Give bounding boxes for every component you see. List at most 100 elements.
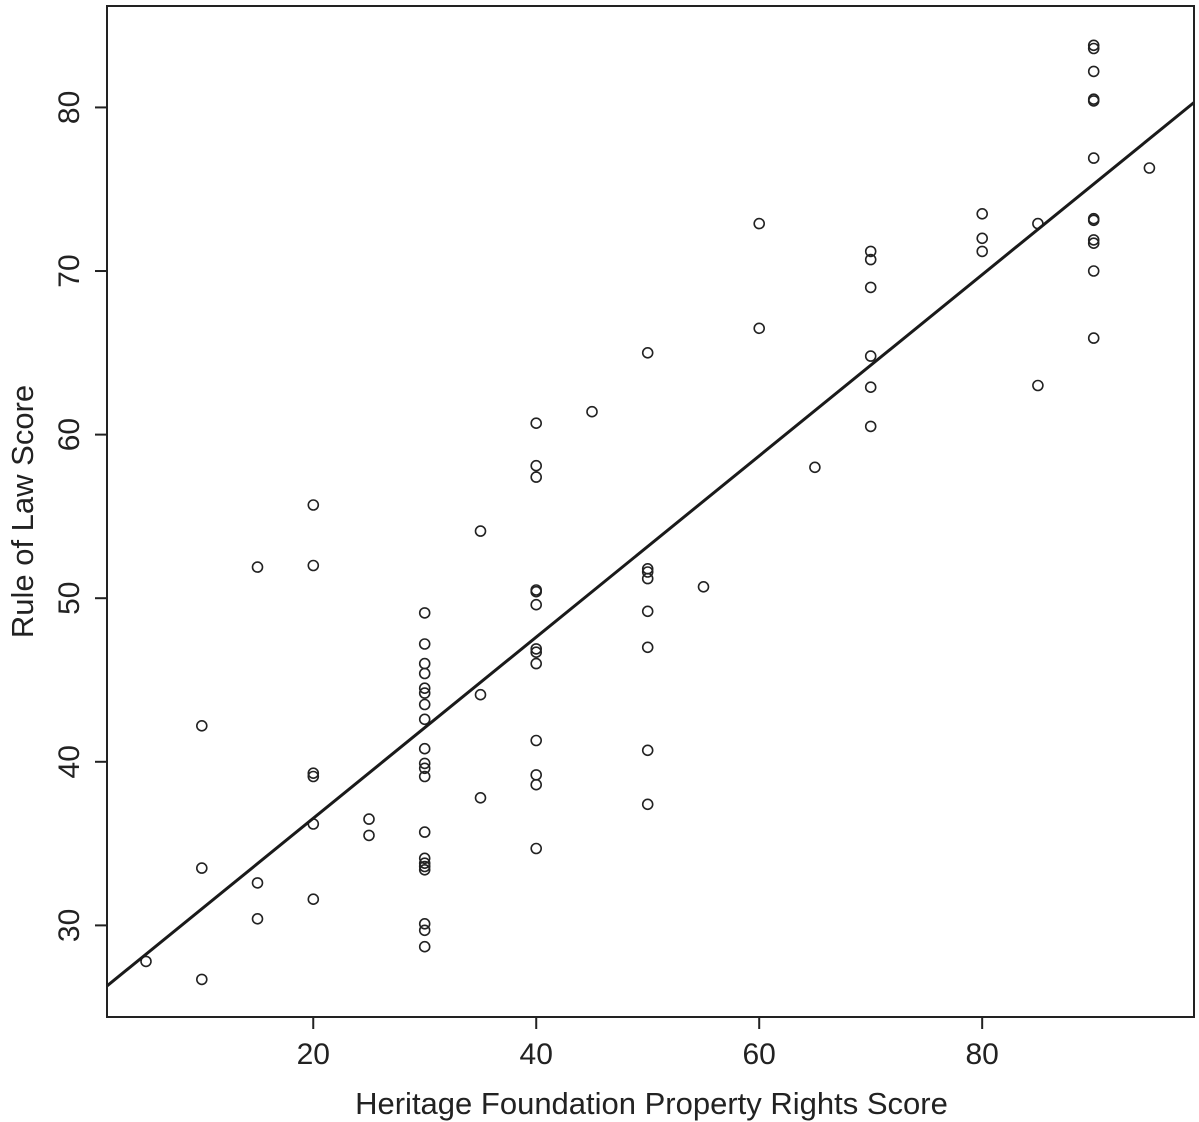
y-tick-label-80: 80 [53, 91, 86, 124]
data-point-13 [363, 829, 375, 842]
y-tick-label-50: 50 [53, 582, 86, 615]
data-point-77 [1087, 237, 1100, 249]
data-point-71 [976, 232, 989, 245]
regression-line [106, 101, 1195, 988]
data-point-52 [641, 798, 654, 811]
data-point-42 [530, 657, 543, 670]
y-tick-label-30: 30 [53, 909, 86, 942]
data-point-34 [418, 607, 431, 619]
data-point-69 [864, 245, 877, 258]
data-point-11 [307, 559, 320, 572]
data-point-7 [307, 893, 320, 906]
plot-frame [106, 5, 1195, 1018]
data-point-29 [418, 687, 431, 699]
x-axis: 20 40 60 80 [297, 1017, 999, 1071]
data-point-16 [418, 924, 431, 937]
data-point-25 [418, 757, 431, 770]
data-point-62 [753, 217, 766, 230]
data-point-84 [1087, 65, 1100, 78]
y-tick-label-70: 70 [53, 254, 86, 287]
data-point-19 [418, 860, 431, 873]
data-point-28 [418, 698, 431, 711]
data-point-78 [1087, 234, 1100, 246]
data-point-60 [697, 580, 710, 593]
data-point-40 [530, 769, 543, 781]
data-point-37 [474, 525, 487, 537]
data-point-21 [418, 852, 431, 865]
y-tick-label-40: 40 [53, 745, 86, 778]
data-point-57 [641, 566, 654, 578]
data-point-68 [864, 253, 877, 266]
data-point-24 [418, 762, 431, 775]
data-point-6 [251, 561, 264, 573]
data-point-59 [641, 346, 654, 359]
data-point-44 [530, 643, 543, 655]
y-axis: 30 40 50 60 70 80 [53, 91, 107, 942]
data-point-32 [418, 657, 431, 670]
data-point-41 [530, 734, 543, 747]
data-point-17 [418, 917, 431, 930]
data-point-50 [530, 417, 543, 430]
data-point-14 [363, 813, 375, 825]
data-point-67 [864, 281, 877, 294]
data-point-80 [1087, 212, 1100, 225]
data-point-43 [530, 646, 543, 659]
data-points [140, 39, 1156, 986]
data-point-70 [976, 245, 989, 258]
data-point-73 [1032, 379, 1044, 392]
data-point-45 [530, 598, 543, 611]
data-point-81 [1087, 152, 1100, 164]
data-point-49 [530, 459, 543, 472]
x-tick-label-20: 20 [297, 1038, 330, 1071]
data-point-87 [1143, 162, 1156, 174]
data-point-31 [418, 667, 431, 680]
data-point-75 [1087, 332, 1100, 344]
data-point-26 [418, 742, 431, 755]
data-point-72 [976, 208, 989, 220]
data-point-76 [1087, 265, 1100, 277]
data-point-39 [530, 778, 543, 791]
data-point-55 [641, 605, 654, 618]
data-point-38 [530, 842, 543, 855]
data-point-65 [864, 381, 877, 394]
data-point-83 [1087, 93, 1100, 105]
data-point-64 [864, 420, 877, 433]
data-point-58 [641, 562, 654, 575]
data-point-0 [140, 955, 152, 968]
data-point-10 [307, 767, 320, 780]
x-axis-label: Heritage Foundation Property Rights Scor… [355, 1086, 948, 1121]
data-point-63 [809, 461, 821, 474]
data-point-66 [864, 350, 877, 362]
regression-line-layer [106, 101, 1195, 988]
data-point-15 [418, 940, 431, 953]
data-point-53 [641, 744, 654, 757]
data-point-47 [530, 584, 543, 596]
data-point-18 [418, 863, 431, 876]
data-point-1 [196, 973, 208, 986]
data-point-86 [1087, 39, 1100, 52]
x-tick-label-40: 40 [520, 1038, 553, 1071]
data-point-51 [586, 405, 598, 418]
data-point-3 [196, 719, 208, 732]
data-point-20 [418, 857, 431, 870]
data-point-30 [418, 682, 431, 695]
data-point-33 [418, 638, 431, 650]
data-point-61 [753, 322, 766, 335]
data-point-22 [418, 826, 431, 838]
data-point-36 [474, 688, 487, 701]
data-point-2 [196, 862, 208, 874]
data-point-12 [307, 499, 320, 511]
data-point-48 [530, 471, 543, 483]
data-point-23 [418, 770, 431, 783]
data-point-85 [1087, 42, 1100, 55]
data-point-35 [474, 791, 487, 804]
data-point-5 [251, 877, 264, 889]
data-point-9 [307, 770, 320, 783]
data-point-54 [641, 641, 654, 654]
y-tick-label-60: 60 [53, 418, 86, 451]
y-axis-label: Rule of Law Score [5, 385, 40, 638]
x-tick-label-60: 60 [743, 1038, 776, 1071]
x-tick-label-80: 80 [965, 1038, 998, 1071]
data-point-27 [418, 713, 431, 726]
